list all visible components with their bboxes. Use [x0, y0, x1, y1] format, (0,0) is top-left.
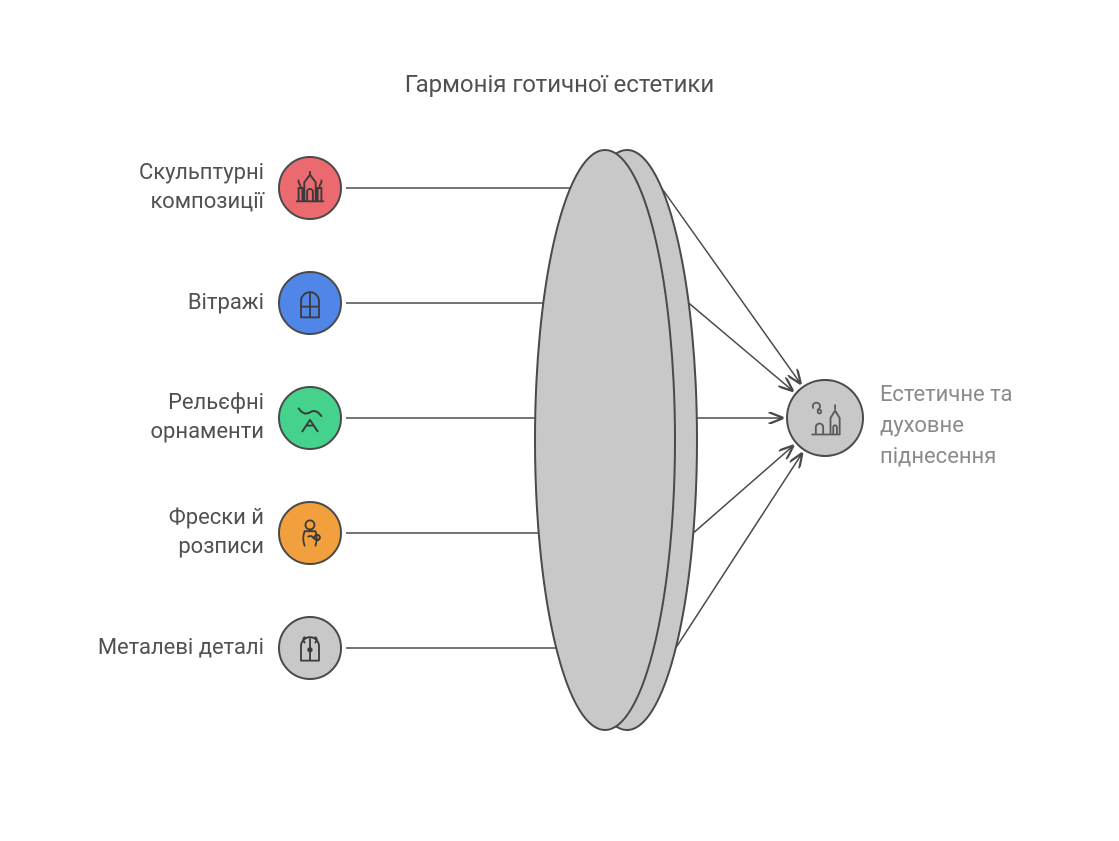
input-label: Скульптурнікомпозиції [139, 159, 264, 216]
fresco-icon [278, 501, 342, 565]
output-node [786, 379, 864, 457]
input-row: Скульптурнікомпозиції [139, 156, 342, 220]
relief-icon [278, 386, 342, 450]
input-label: Фрески йрозписи [169, 504, 264, 561]
cathedral-icon [278, 156, 342, 220]
window-icon [278, 271, 342, 335]
output-label: Естетичне тадуховнепіднесення [880, 380, 1013, 472]
metal-icon [278, 616, 342, 680]
input-label: Рельєфніорнаменти [150, 389, 264, 446]
input-row: Фрески йрозписи [169, 501, 342, 565]
input-row: Рельєфніорнаменти [150, 386, 342, 450]
input-row: Металеві деталі [98, 616, 342, 680]
diagram-title: Гармонія готичної естетики [0, 70, 1119, 98]
input-label: Вітражі [188, 289, 264, 318]
input-label: Металеві деталі [98, 634, 264, 663]
input-row: Вітражі [188, 271, 342, 335]
